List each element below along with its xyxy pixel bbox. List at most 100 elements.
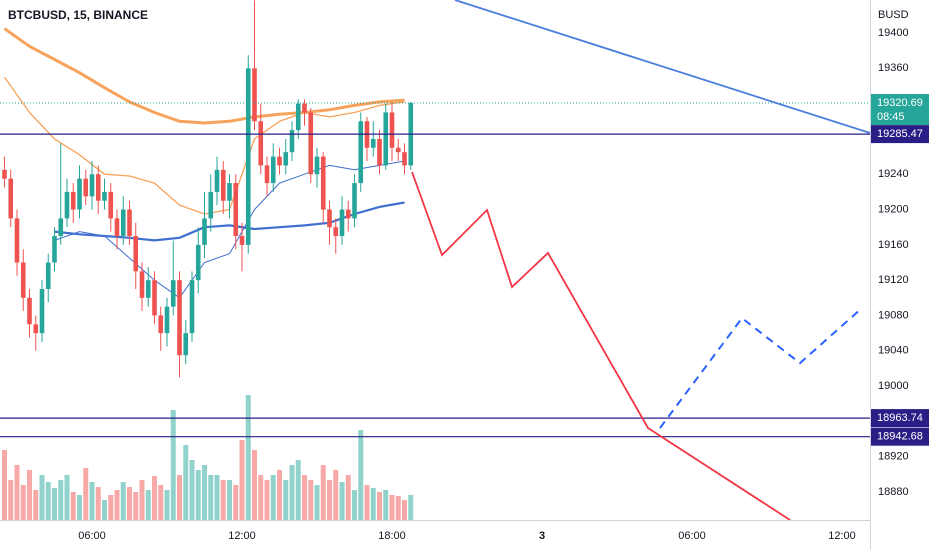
candle-body xyxy=(89,174,95,197)
volume-bar xyxy=(170,410,176,520)
candle-body xyxy=(270,156,276,184)
candle-body xyxy=(214,169,220,192)
volume-bar xyxy=(139,480,145,520)
volume-bar xyxy=(239,440,245,520)
candle-body xyxy=(345,209,351,219)
x-tick-label: 3 xyxy=(539,530,545,542)
candle-body xyxy=(64,191,70,219)
volume-bar xyxy=(33,490,39,520)
candle-body xyxy=(2,169,7,179)
volume-bar xyxy=(95,487,101,520)
candle-body xyxy=(339,209,345,237)
volume-bar xyxy=(252,450,257,520)
volume-bar xyxy=(327,480,332,520)
countdown-label: 08:45 xyxy=(877,111,905,123)
y-tick-label: 19120 xyxy=(878,274,909,286)
candle-body xyxy=(158,315,164,334)
candle-body xyxy=(314,156,320,175)
volume-bar xyxy=(195,470,201,520)
candle-body xyxy=(170,280,176,307)
candle-body xyxy=(133,236,139,272)
x-tick-label: 18:00 xyxy=(378,530,406,542)
y-tick-label: 19240 xyxy=(878,168,909,180)
last-price-label: 19320.69 xyxy=(877,97,923,109)
candle-body xyxy=(327,209,332,228)
volume-bar xyxy=(308,480,314,520)
volume-bar xyxy=(152,476,157,520)
candle-body xyxy=(333,227,339,237)
volume-bar xyxy=(8,480,14,520)
volume-bar xyxy=(289,465,295,520)
candle-body xyxy=(352,183,357,219)
volume-bar xyxy=(364,485,370,520)
projection-line xyxy=(454,0,870,134)
volume-bar xyxy=(89,482,95,520)
volume-bar xyxy=(52,488,57,520)
volume-bar xyxy=(395,496,401,520)
volume-bar xyxy=(120,482,126,520)
level-label-box xyxy=(871,427,929,446)
candle-body xyxy=(183,333,189,356)
volume-bar xyxy=(352,490,357,520)
candle-body xyxy=(33,324,39,334)
candle-body xyxy=(58,218,64,237)
y-tick-label: 19200 xyxy=(878,203,909,215)
candle-body xyxy=(377,138,382,166)
volume-bar xyxy=(58,480,64,520)
candle-body xyxy=(220,169,226,201)
plot-area xyxy=(0,0,870,520)
candle-body xyxy=(83,178,89,197)
volume-bar xyxy=(2,450,7,520)
volume-bar xyxy=(295,460,301,520)
candle-body xyxy=(152,280,157,316)
volume-bar xyxy=(233,485,239,520)
volume-bar xyxy=(208,475,214,520)
candle-body xyxy=(358,121,364,184)
volume-bar xyxy=(302,475,307,520)
candle-body xyxy=(52,236,57,263)
volume-bar xyxy=(220,480,226,520)
volume-bar xyxy=(39,475,45,520)
chart-title: BTCBUSD, 15, BINANCE xyxy=(8,8,148,22)
volume-bar xyxy=(377,492,382,520)
candle-body xyxy=(145,280,151,298)
volume-bar xyxy=(358,430,364,520)
volume-bar xyxy=(402,500,407,520)
candle-body xyxy=(177,280,182,356)
candle-body xyxy=(77,178,82,210)
volume-bar xyxy=(133,492,139,520)
level-label: 18963.74 xyxy=(877,412,923,424)
volume-bar xyxy=(408,495,414,520)
candle-body xyxy=(14,218,20,263)
projection-line xyxy=(411,171,791,520)
volume-bar xyxy=(270,475,276,520)
volume-bar xyxy=(258,475,264,520)
volume-bar xyxy=(183,445,189,520)
candle-body xyxy=(20,262,26,298)
candle-body xyxy=(395,147,401,153)
volume-bar xyxy=(345,475,351,520)
volume-bar xyxy=(164,490,170,520)
candle-body xyxy=(127,209,132,237)
volume-bar xyxy=(333,470,339,520)
candle-body xyxy=(39,288,45,334)
candle-body xyxy=(252,68,257,122)
volume-bar xyxy=(189,460,195,520)
volume-bar xyxy=(158,485,164,520)
volume-bar xyxy=(214,475,220,520)
level-label-box xyxy=(871,125,929,144)
candle-body xyxy=(383,112,389,166)
candle-body xyxy=(320,156,326,210)
volume-bar xyxy=(283,480,289,520)
volume-bar xyxy=(320,465,326,520)
volume-bar xyxy=(83,468,89,520)
volume-bar xyxy=(389,495,395,520)
candle-body xyxy=(164,306,170,334)
volume-bar xyxy=(264,480,270,520)
candle-body xyxy=(202,218,207,245)
volume-bar xyxy=(77,495,82,520)
candle-body xyxy=(239,236,245,245)
candle-body xyxy=(108,191,114,219)
